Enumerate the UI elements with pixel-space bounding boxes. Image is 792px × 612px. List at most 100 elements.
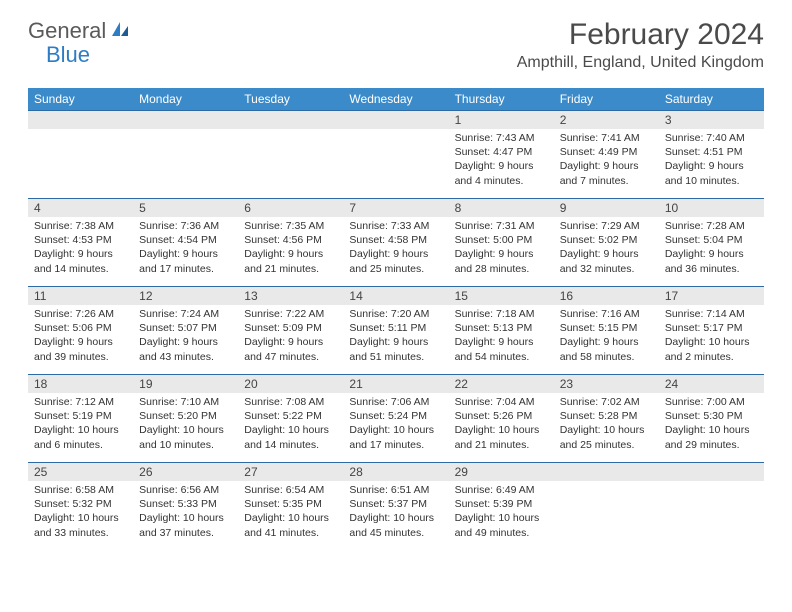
sunset-text: Sunset: 5:02 PM [560,233,653,247]
day-number: 11 [28,287,133,305]
calendar-cell: 13Sunrise: 7:22 AMSunset: 5:09 PMDayligh… [238,287,343,375]
calendar-cell: 5Sunrise: 7:36 AMSunset: 4:54 PMDaylight… [133,199,238,287]
day-number: 21 [343,375,448,393]
sunset-text: Sunset: 5:39 PM [455,497,548,511]
day-data: Sunrise: 7:29 AMSunset: 5:02 PMDaylight:… [554,217,659,280]
sunrise-text: Sunrise: 7:14 AM [665,307,758,321]
calendar-cell: 4Sunrise: 7:38 AMSunset: 4:53 PMDaylight… [28,199,133,287]
calendar-cell: 27Sunrise: 6:54 AMSunset: 5:35 PMDayligh… [238,463,343,551]
day-data: Sunrise: 7:33 AMSunset: 4:58 PMDaylight:… [343,217,448,280]
daylight-text: Daylight: 10 hours and 29 minutes. [665,423,758,451]
calendar-cell: 6Sunrise: 7:35 AMSunset: 4:56 PMDaylight… [238,199,343,287]
day-number: 4 [28,199,133,217]
sunrise-text: Sunrise: 7:00 AM [665,395,758,409]
day-number [28,111,133,129]
day-data: Sunrise: 6:54 AMSunset: 5:35 PMDaylight:… [238,481,343,544]
calendar-cell: 16Sunrise: 7:16 AMSunset: 5:15 PMDayligh… [554,287,659,375]
title-block: February 2024 Ampthill, England, United … [517,18,764,72]
daylight-text: Daylight: 9 hours and 21 minutes. [244,247,337,275]
day-data: Sunrise: 7:00 AMSunset: 5:30 PMDaylight:… [659,393,764,456]
sail-icon [110,20,130,43]
calendar-cell [659,463,764,551]
calendar-cell: 29Sunrise: 6:49 AMSunset: 5:39 PMDayligh… [449,463,554,551]
sunset-text: Sunset: 5:13 PM [455,321,548,335]
day-number: 10 [659,199,764,217]
day-data: Sunrise: 7:38 AMSunset: 4:53 PMDaylight:… [28,217,133,280]
day-data [133,129,238,149]
calendar-cell: 15Sunrise: 7:18 AMSunset: 5:13 PMDayligh… [449,287,554,375]
day-header: Saturday [659,88,764,111]
calendar-cell: 2Sunrise: 7:41 AMSunset: 4:49 PMDaylight… [554,111,659,199]
day-data: Sunrise: 7:35 AMSunset: 4:56 PMDaylight:… [238,217,343,280]
daylight-text: Daylight: 10 hours and 41 minutes. [244,511,337,539]
day-data: Sunrise: 7:22 AMSunset: 5:09 PMDaylight:… [238,305,343,368]
sunrise-text: Sunrise: 7:38 AM [34,219,127,233]
day-header: Thursday [449,88,554,111]
day-number: 9 [554,199,659,217]
day-number [343,111,448,129]
sunrise-text: Sunrise: 7:04 AM [455,395,548,409]
calendar-cell: 22Sunrise: 7:04 AMSunset: 5:26 PMDayligh… [449,375,554,463]
daylight-text: Daylight: 9 hours and 58 minutes. [560,335,653,363]
day-data: Sunrise: 7:14 AMSunset: 5:17 PMDaylight:… [659,305,764,368]
day-number: 13 [238,287,343,305]
sunrise-text: Sunrise: 7:40 AM [665,131,758,145]
day-data: Sunrise: 7:10 AMSunset: 5:20 PMDaylight:… [133,393,238,456]
day-number: 20 [238,375,343,393]
daylight-text: Daylight: 10 hours and 33 minutes. [34,511,127,539]
day-data: Sunrise: 7:26 AMSunset: 5:06 PMDaylight:… [28,305,133,368]
daylight-text: Daylight: 10 hours and 49 minutes. [455,511,548,539]
day-number: 3 [659,111,764,129]
day-data [28,129,133,149]
day-number: 19 [133,375,238,393]
calendar-cell: 24Sunrise: 7:00 AMSunset: 5:30 PMDayligh… [659,375,764,463]
sunset-text: Sunset: 5:33 PM [139,497,232,511]
sunset-text: Sunset: 4:51 PM [665,145,758,159]
calendar-week-row: 4Sunrise: 7:38 AMSunset: 4:53 PMDaylight… [28,199,764,287]
calendar-cell [133,111,238,199]
sunrise-text: Sunrise: 6:49 AM [455,483,548,497]
day-data: Sunrise: 6:51 AMSunset: 5:37 PMDaylight:… [343,481,448,544]
daylight-text: Daylight: 10 hours and 10 minutes. [139,423,232,451]
calendar-cell [343,111,448,199]
sunrise-text: Sunrise: 7:43 AM [455,131,548,145]
daylight-text: Daylight: 9 hours and 4 minutes. [455,159,548,187]
sunrise-text: Sunrise: 6:54 AM [244,483,337,497]
sunset-text: Sunset: 4:56 PM [244,233,337,247]
day-number: 15 [449,287,554,305]
day-number: 26 [133,463,238,481]
daylight-text: Daylight: 9 hours and 10 minutes. [665,159,758,187]
calendar-table: SundayMondayTuesdayWednesdayThursdayFrid… [28,88,764,551]
sunset-text: Sunset: 5:09 PM [244,321,337,335]
day-data: Sunrise: 7:41 AMSunset: 4:49 PMDaylight:… [554,129,659,192]
sunrise-text: Sunrise: 7:06 AM [349,395,442,409]
sunset-text: Sunset: 5:07 PM [139,321,232,335]
sunset-text: Sunset: 5:22 PM [244,409,337,423]
sunset-text: Sunset: 4:49 PM [560,145,653,159]
logo: General Blue [28,18,130,44]
daylight-text: Daylight: 10 hours and 21 minutes. [455,423,548,451]
day-data [238,129,343,149]
day-data: Sunrise: 7:04 AMSunset: 5:26 PMDaylight:… [449,393,554,456]
day-data: Sunrise: 7:02 AMSunset: 5:28 PMDaylight:… [554,393,659,456]
sunset-text: Sunset: 5:15 PM [560,321,653,335]
logo-word1: General [28,18,106,44]
sunrise-text: Sunrise: 7:12 AM [34,395,127,409]
calendar-cell: 20Sunrise: 7:08 AMSunset: 5:22 PMDayligh… [238,375,343,463]
calendar-cell: 11Sunrise: 7:26 AMSunset: 5:06 PMDayligh… [28,287,133,375]
day-data: Sunrise: 6:58 AMSunset: 5:32 PMDaylight:… [28,481,133,544]
sunrise-text: Sunrise: 7:28 AM [665,219,758,233]
sunset-text: Sunset: 5:00 PM [455,233,548,247]
sunrise-text: Sunrise: 7:29 AM [560,219,653,233]
calendar-cell: 8Sunrise: 7:31 AMSunset: 5:00 PMDaylight… [449,199,554,287]
day-number: 24 [659,375,764,393]
daylight-text: Daylight: 10 hours and 17 minutes. [349,423,442,451]
sunset-text: Sunset: 4:54 PM [139,233,232,247]
calendar-week-row: 25Sunrise: 6:58 AMSunset: 5:32 PMDayligh… [28,463,764,551]
day-data: Sunrise: 7:43 AMSunset: 4:47 PMDaylight:… [449,129,554,192]
calendar-week-row: 11Sunrise: 7:26 AMSunset: 5:06 PMDayligh… [28,287,764,375]
calendar-cell: 1Sunrise: 7:43 AMSunset: 4:47 PMDaylight… [449,111,554,199]
sunrise-text: Sunrise: 6:51 AM [349,483,442,497]
sunset-text: Sunset: 5:28 PM [560,409,653,423]
day-number: 12 [133,287,238,305]
